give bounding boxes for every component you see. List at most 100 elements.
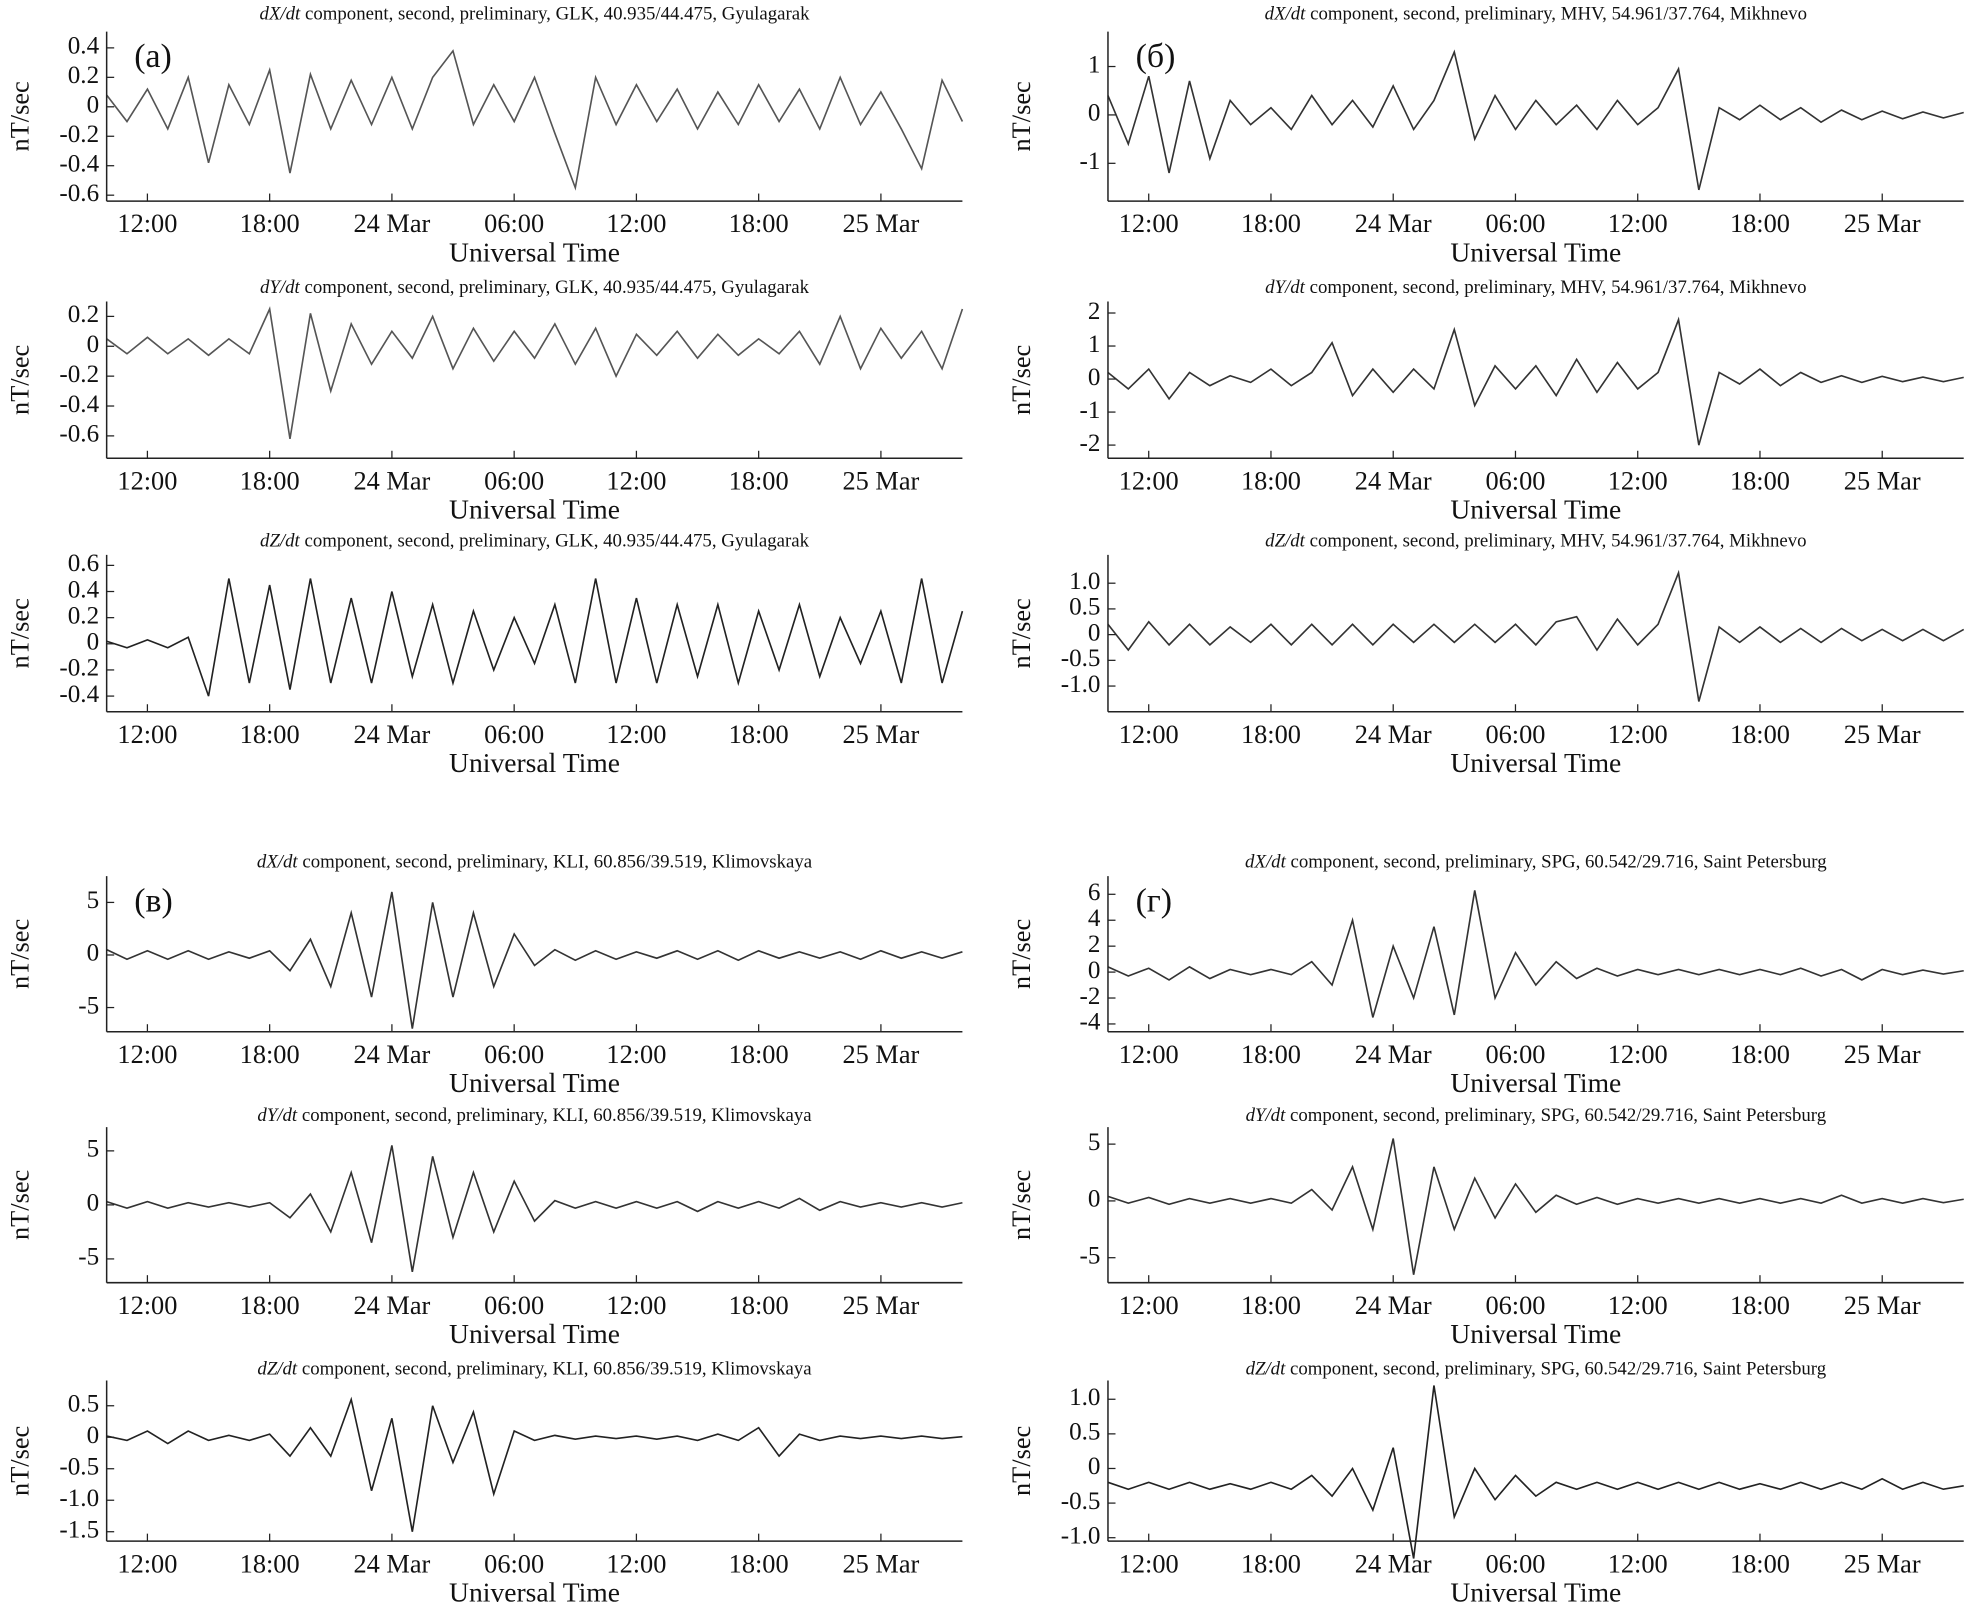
x-tick-label: 24 Mar — [353, 209, 430, 238]
x-tick-label: 18:00 — [1730, 1549, 1790, 1578]
x-tick-label: 24 Mar — [353, 1549, 430, 1578]
data-line — [1107, 316, 1964, 446]
x-tick-label: 25 Mar — [842, 209, 919, 238]
y-tick-label: -2 — [1080, 983, 1101, 1010]
data-line — [1107, 1385, 1964, 1559]
y-tick-label: -5 — [78, 1244, 99, 1271]
x-tick-label: 25 Mar — [1844, 1549, 1921, 1578]
data-line — [106, 891, 963, 1029]
y-tick-label: 0 — [87, 1422, 100, 1449]
x-tick-label: 25 Mar — [842, 466, 919, 495]
y-axis-label: nT/sec — [1007, 919, 1036, 989]
x-tick-label: 18:00 — [1730, 720, 1790, 749]
x-axis-label: Universal Time — [449, 1576, 620, 1607]
x-tick-label: 25 Mar — [1844, 1040, 1921, 1069]
y-tick-label: 0 — [87, 629, 100, 656]
x-tick-label: 12:00 — [1119, 1549, 1179, 1578]
y-tick-label: -0.2 — [59, 361, 99, 388]
y-tick-label: 0 — [87, 940, 100, 967]
x-tick-label: 25 Mar — [842, 1291, 919, 1320]
x-tick-label: 24 Mar — [1355, 209, 1432, 238]
x-tick-label: 12:00 — [117, 1549, 177, 1578]
x-tick-label: 12:00 — [117, 209, 177, 238]
x-axis-label: Universal Time — [1450, 1576, 1621, 1607]
panel-title: dZ/dt component, second, preliminary, KL… — [257, 1359, 812, 1380]
x-tick-label: 12:00 — [606, 1291, 666, 1320]
x-tick-label: 18:00 — [240, 466, 300, 495]
x-tick-label: 24 Mar — [1355, 466, 1432, 495]
y-tick-label: 5 — [1088, 1129, 1101, 1156]
y-axis-label: nT/sec — [6, 919, 35, 989]
x-tick-label: 25 Mar — [842, 720, 919, 749]
x-tick-label: 24 Mar — [1355, 1291, 1432, 1320]
x-tick-label: 06:00 — [1485, 1040, 1545, 1069]
data-line — [106, 578, 964, 697]
x-tick-label: 18:00 — [729, 1549, 789, 1578]
x-tick-label: 18:00 — [1730, 1040, 1790, 1069]
y-tick-label: 0 — [1088, 1453, 1101, 1480]
x-tick-label: 12:00 — [606, 720, 666, 749]
y-tick-label: 0 — [87, 92, 100, 119]
x-tick-label: 12:00 — [1119, 209, 1179, 238]
x-tick-label: 12:00 — [1119, 720, 1179, 749]
x-axis-label: Universal Time — [449, 494, 620, 525]
data-line — [106, 1396, 963, 1532]
x-tick-label: 06:00 — [484, 1040, 544, 1069]
y-axis-label: nT/sec — [1007, 1426, 1036, 1496]
y-tick-label: 0.6 — [68, 550, 99, 577]
y-axis-label: nT/sec — [6, 1426, 35, 1496]
y-tick-label: -0.2 — [59, 121, 99, 148]
x-tick-label: 24 Mar — [1355, 1040, 1432, 1069]
y-tick-label: -1 — [1080, 397, 1101, 424]
x-tick-label: 25 Mar — [1844, 209, 1921, 238]
x-tick-label: 12:00 — [1119, 1040, 1179, 1069]
x-tick-label: 18:00 — [1730, 466, 1790, 495]
y-tick-label: -2 — [1080, 430, 1101, 457]
x-tick-label: 18:00 — [1730, 1291, 1790, 1320]
y-tick-label: 0 — [1088, 957, 1101, 984]
y-tick-label: 0.5 — [68, 1391, 99, 1418]
y-tick-label: -4 — [1080, 1009, 1101, 1036]
y-tick-label: -0.5 — [59, 1454, 99, 1481]
x-tick-label: 06:00 — [484, 1549, 544, 1578]
y-tick-label: 0.5 — [1069, 1419, 1100, 1446]
y-tick-label: 1 — [1088, 331, 1101, 358]
x-tick-label: 12:00 — [117, 1291, 177, 1320]
y-tick-label: 4 — [1088, 905, 1101, 932]
x-tick-label: 12:00 — [117, 1040, 177, 1069]
y-tick-label: -1 — [1080, 148, 1101, 175]
y-tick-label: -1.0 — [1061, 1522, 1101, 1549]
x-tick-label: 25 Mar — [842, 1549, 919, 1578]
y-tick-label: 0 — [1088, 1186, 1101, 1213]
x-axis-label: Universal Time — [1450, 494, 1621, 525]
y-tick-label: 5 — [87, 887, 100, 914]
x-tick-label: 12:00 — [1608, 1291, 1668, 1320]
y-tick-label: -5 — [78, 992, 99, 1019]
x-tick-label: 25 Mar — [842, 1040, 919, 1069]
y-tick-label: -0.5 — [1061, 1488, 1101, 1515]
x-tick-label: 18:00 — [1241, 466, 1301, 495]
x-tick-label: 18:00 — [729, 466, 789, 495]
x-axis-label: Universal Time — [1450, 747, 1621, 778]
data-line — [1107, 49, 1964, 191]
y-axis-label: nT/sec — [1007, 1170, 1036, 1240]
x-tick-label: 24 Mar — [1355, 1549, 1432, 1578]
panel-title: dZ/dt component, second, preliminary, SP… — [1246, 1359, 1827, 1380]
x-tick-label: 12:00 — [1608, 209, 1668, 238]
x-tick-label: 18:00 — [1241, 1549, 1301, 1578]
panel-title: dX/dt component, second, preliminary, KL… — [257, 852, 813, 873]
x-tick-label: 12:00 — [1119, 466, 1179, 495]
panel-label: (в) — [134, 883, 173, 920]
x-tick-label: 18:00 — [1730, 209, 1790, 238]
x-tick-label: 18:00 — [1241, 720, 1301, 749]
x-tick-label: 24 Mar — [1355, 720, 1432, 749]
y-axis-label: nT/sec — [6, 1170, 35, 1240]
x-axis-label: Universal Time — [449, 236, 620, 267]
x-axis-label: Universal Time — [1450, 1067, 1621, 1098]
x-tick-label: 18:00 — [240, 1040, 300, 1069]
x-tick-label: 12:00 — [1608, 1040, 1668, 1069]
x-tick-label: 12:00 — [1608, 720, 1668, 749]
y-tick-label: -0.5 — [1061, 645, 1101, 672]
x-tick-label: 06:00 — [484, 466, 544, 495]
